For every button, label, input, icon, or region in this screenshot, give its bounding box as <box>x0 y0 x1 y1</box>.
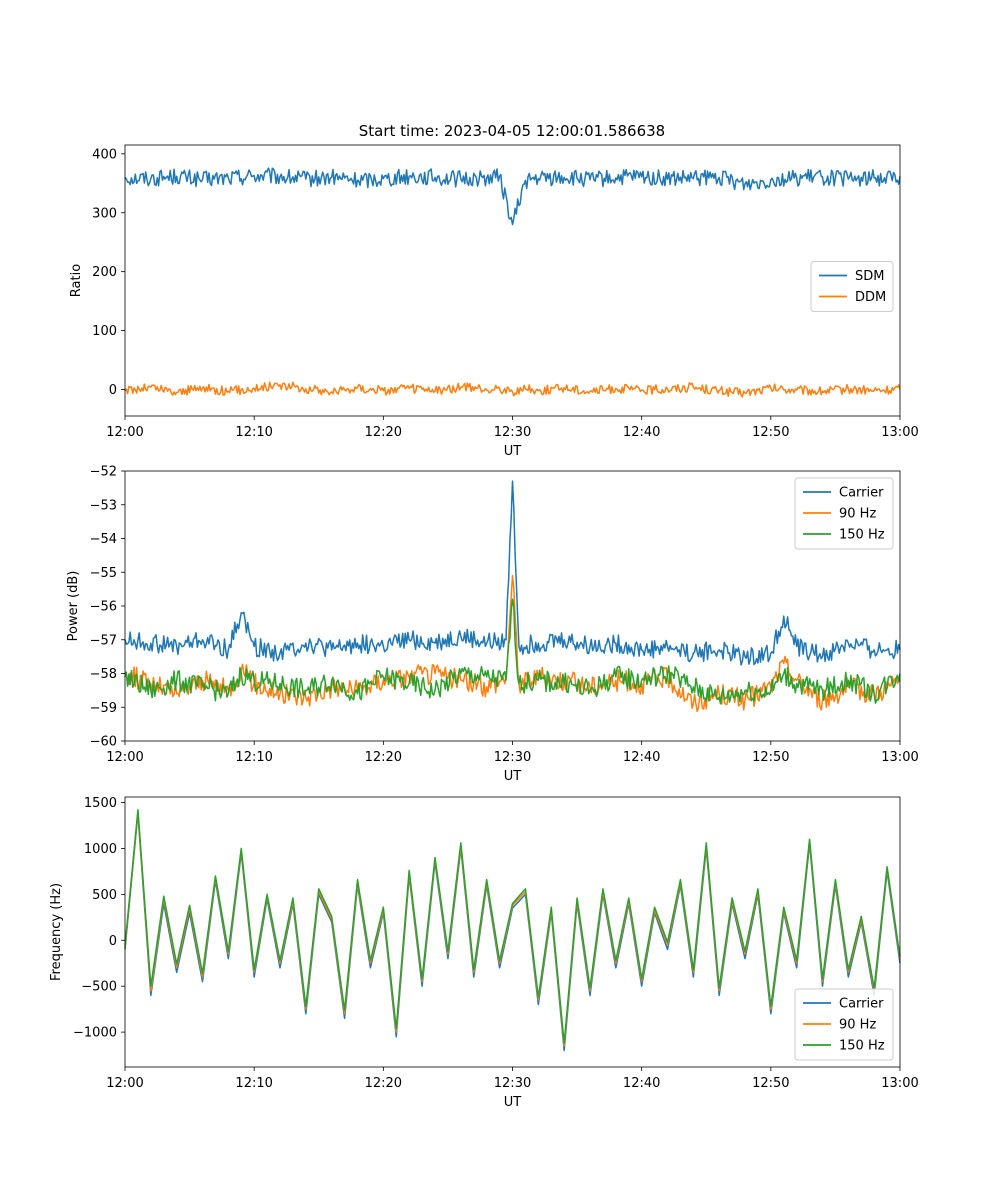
x-tick-label: 12:40 <box>623 425 660 440</box>
power-panel: 12:00 12:10 12:20 12:30 12:40 12:50 13:00 −60 −5… <box>66 465 919 785</box>
y-tick-label: −52 <box>90 465 117 480</box>
y-tick-label: 200 <box>92 265 117 280</box>
x-tick-label: 12:20 <box>365 425 402 440</box>
y-tick-label: −54 <box>90 532 117 547</box>
y-tick-label: 300 <box>92 206 117 221</box>
y-axis-label: Frequency (Hz) <box>49 883 64 981</box>
x-tick-label: 12:50 <box>752 425 789 440</box>
x-axis-label: UT <box>504 444 522 459</box>
frequency-panel: 12:00 12:10 12:20 12:30 12:40 12:50 13:00 −1000… <box>49 796 919 1110</box>
series-line-150-hz <box>124 598 901 705</box>
legend-label: 90 Hz <box>839 507 876 522</box>
x-tick-label: 12:30 <box>494 1076 531 1091</box>
x-tick-label: 12:20 <box>365 1076 402 1091</box>
x-tick-label: 12:00 <box>106 1076 143 1091</box>
y-axis-label: Ratio <box>69 264 84 297</box>
y-tick-label: −500 <box>81 980 117 995</box>
y-tick-label: −55 <box>90 566 117 581</box>
legend-label: DDM <box>855 290 886 305</box>
y-tick-label: 1500 <box>84 796 117 811</box>
y-tick-label: 0 <box>109 934 117 949</box>
y-tick-label: −60 <box>90 735 117 750</box>
figure-title: Start time: 2023-04-05 12:00:01.586638 <box>359 122 665 140</box>
legend-label: 90 Hz <box>839 1018 876 1033</box>
y-tick-label: −58 <box>90 667 117 682</box>
y-tick-label: 1000 <box>84 842 117 857</box>
x-tick-label: 12:10 <box>235 1076 272 1091</box>
series-line-ddm <box>124 381 901 398</box>
x-tick-label: 12:40 <box>623 1076 660 1091</box>
x-tick-label: 12:30 <box>494 750 531 765</box>
x-tick-label: 12:10 <box>235 750 272 765</box>
series-line-150-hz <box>124 809 901 1044</box>
x-tick-label: 13:00 <box>881 425 918 440</box>
x-tick-label: 12:30 <box>494 425 531 440</box>
x-tick-label: 13:00 <box>881 1076 918 1091</box>
y-tick-label: 400 <box>92 147 117 162</box>
legend-label: Carrier <box>839 997 884 1012</box>
legend-label: 150 Hz <box>839 1039 885 1054</box>
x-tick-label: 12:00 <box>106 750 143 765</box>
legend-box <box>794 988 894 1061</box>
y-tick-label: 100 <box>92 324 117 339</box>
y-tick-label: −56 <box>90 600 117 615</box>
x-tick-label: 12:00 <box>106 425 143 440</box>
x-tick-label: 12:20 <box>365 750 402 765</box>
x-axis-label: UT <box>504 1095 522 1110</box>
series-line-90-hz <box>124 574 901 713</box>
y-tick-label: 500 <box>92 888 117 903</box>
legend-box <box>794 477 894 550</box>
series-line-carrier <box>124 480 901 666</box>
x-tick-label: 12:10 <box>235 425 272 440</box>
ratio-panel: 12:00 12:10 12:20 12:30 12:40 12:50 13:00 0 100 2… <box>69 144 919 459</box>
plot-frame <box>124 796 901 1068</box>
x-tick-label: 13:00 <box>881 750 918 765</box>
y-axis-label: Power (dB) <box>66 571 81 642</box>
series-line-sdm <box>124 167 901 226</box>
y-tick-label: −59 <box>90 701 117 716</box>
legend-box <box>810 261 894 312</box>
x-tick-label: 12:50 <box>752 1076 789 1091</box>
legend-label: SDM <box>855 269 884 284</box>
series-line-90-hz <box>124 810 901 1047</box>
x-tick-label: 12:40 <box>623 750 660 765</box>
y-tick-label: 0 <box>109 383 117 398</box>
y-tick-label: −1000 <box>73 1026 117 1041</box>
legend-label: Carrier <box>839 486 884 501</box>
y-tick-label: −57 <box>90 633 117 648</box>
x-axis-label: UT <box>504 769 522 784</box>
x-tick-label: 12:50 <box>752 750 789 765</box>
y-tick-label: −53 <box>90 498 117 513</box>
legend-label: 150 Hz <box>839 528 885 543</box>
